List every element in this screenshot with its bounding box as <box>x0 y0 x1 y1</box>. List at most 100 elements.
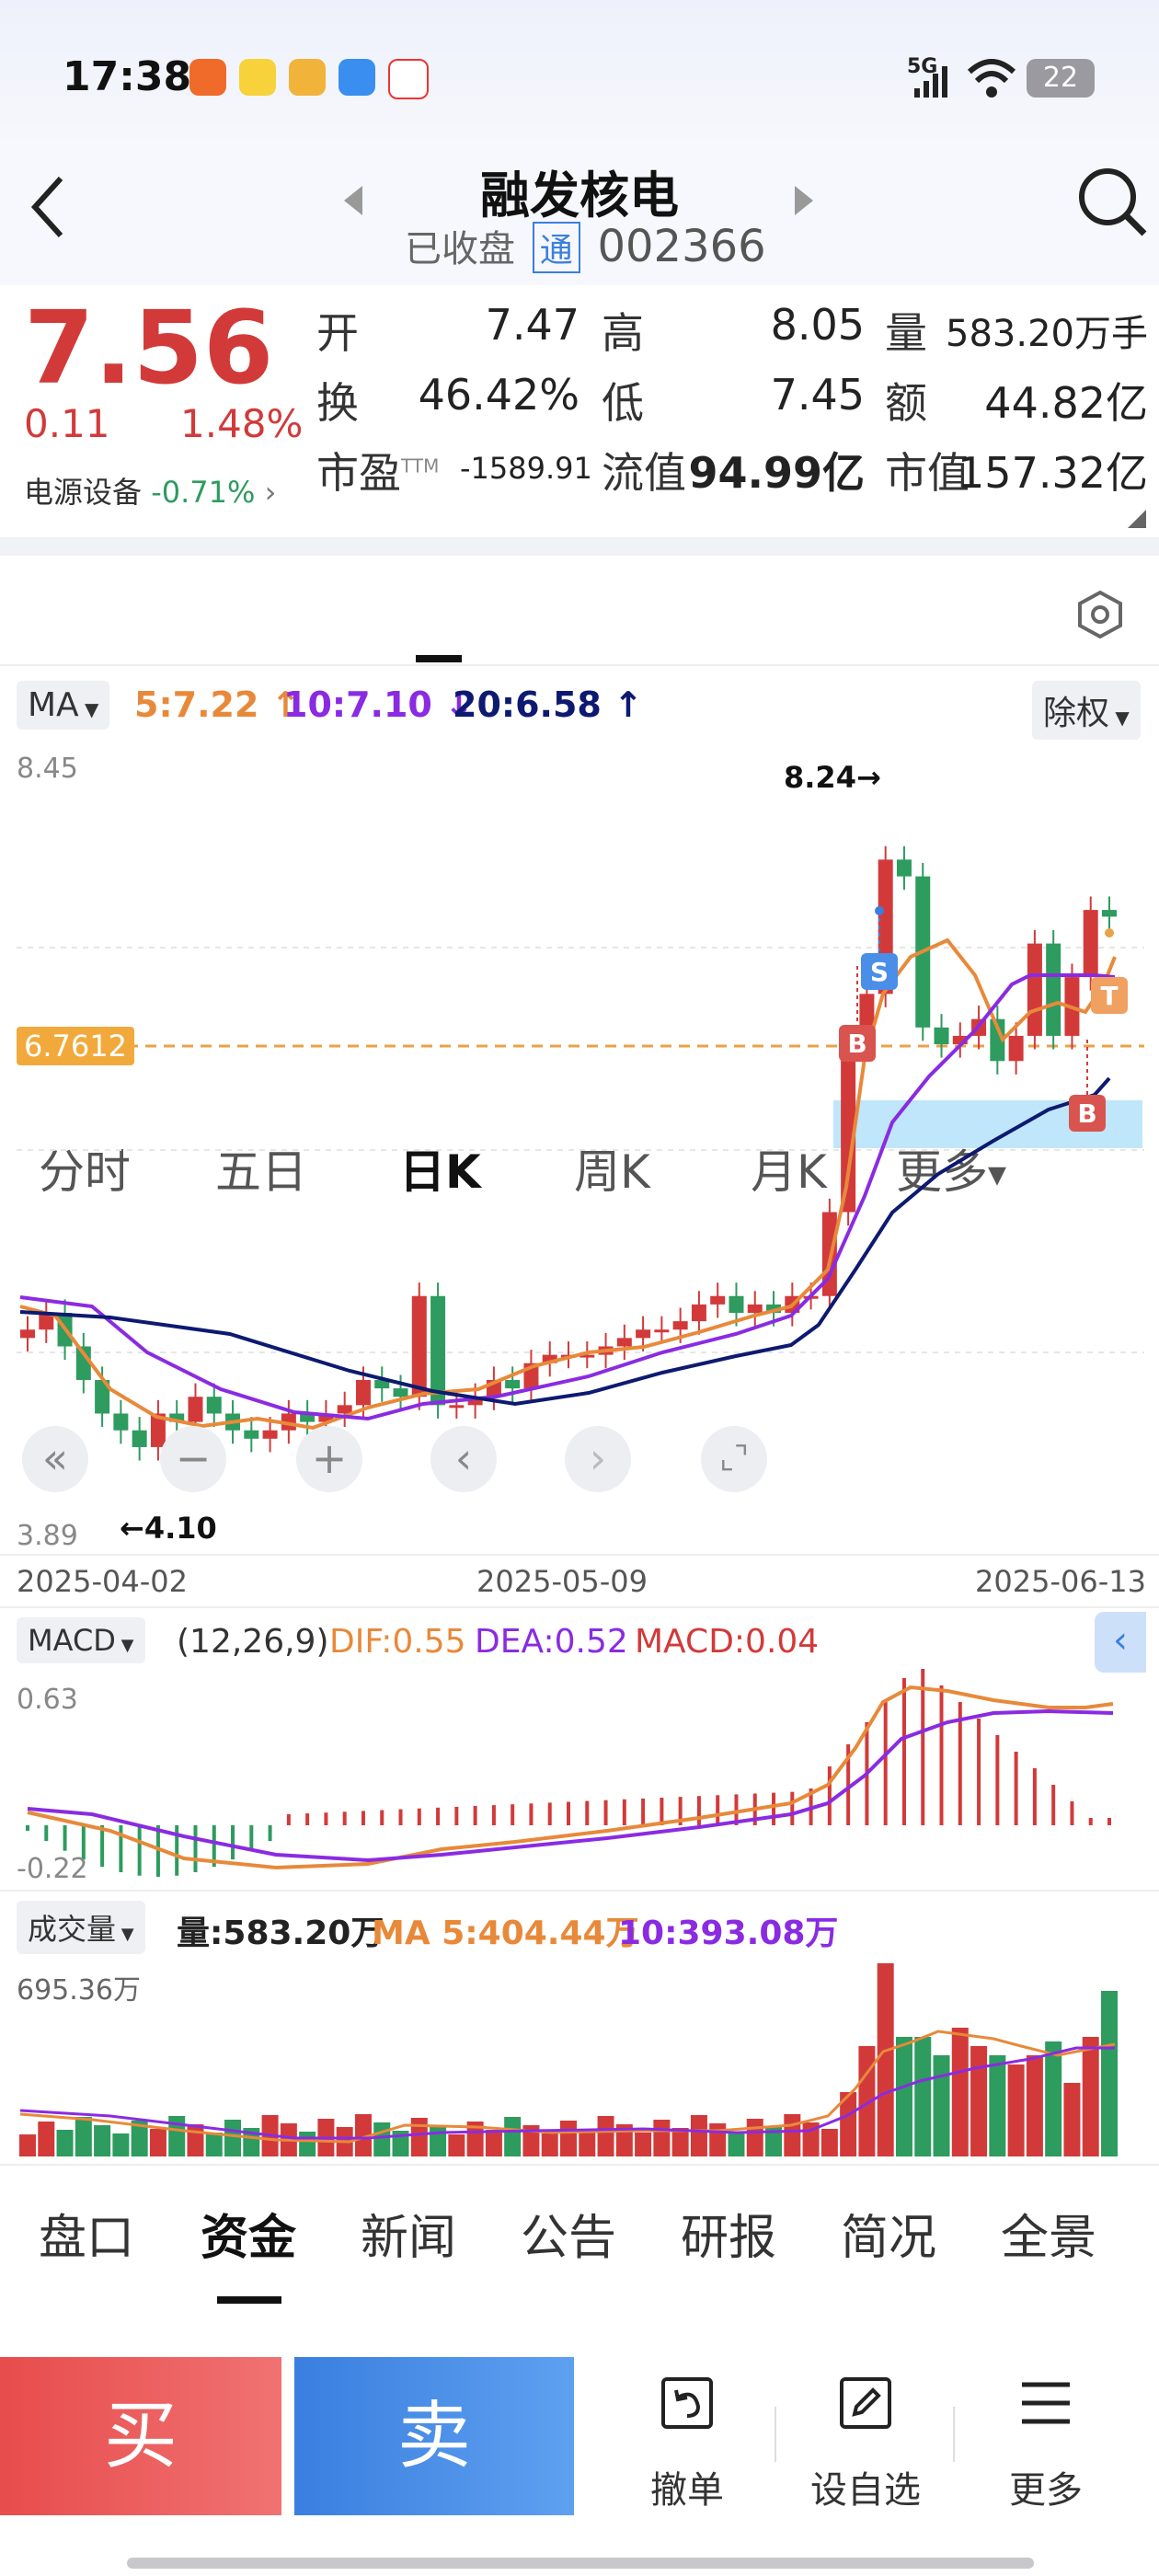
reference-price-label: 6.7612 <box>17 1027 134 1065</box>
tab-order-book[interactable]: 盘口 <box>39 2211 135 2266</box>
volume-bar <box>224 2120 242 2156</box>
volume-ma10: 10:393.08万 <box>618 1915 839 1952</box>
more-label: 更多 <box>1009 2469 1083 2512</box>
pe-label: 市盈TTM <box>316 448 440 498</box>
macd-max-label: 0.63 <box>17 1684 78 1716</box>
fullscreen-icon[interactable]: ⌞⌝ <box>701 1426 767 1492</box>
candle-body <box>374 1379 390 1389</box>
volume-bar <box>448 2134 465 2156</box>
candle-body <box>355 1379 371 1406</box>
tab-overview[interactable]: 全景 <box>1001 2211 1097 2266</box>
candle-body <box>542 1354 557 1363</box>
volume-bar <box>243 2128 260 2156</box>
tab-profile[interactable]: 简况 <box>841 2211 937 2266</box>
scroll-right-icon[interactable]: › <box>565 1426 631 1492</box>
volume-bar <box>38 2122 55 2156</box>
tab-daily-k[interactable]: 日K <box>399 1145 481 1199</box>
search-icon[interactable] <box>1076 166 1150 239</box>
chevron-right-icon: › <box>264 475 277 510</box>
back-icon[interactable] <box>28 175 68 239</box>
tab-announcements[interactable]: 公告 <box>521 2211 617 2266</box>
candle-body <box>1102 910 1117 917</box>
volume-bar <box>149 2129 166 2156</box>
tab-monthly-k[interactable]: 月K <box>751 1145 827 1199</box>
date-mid: 2025-05-09 <box>476 1564 648 1599</box>
zoom-in-icon[interactable]: + <box>296 1426 362 1492</box>
settings-hex-icon[interactable] <box>1074 589 1126 640</box>
last-price: 7.56 <box>24 289 274 407</box>
tab-capital[interactable]: 资金 <box>201 2211 297 2266</box>
volume-bar <box>430 2126 447 2156</box>
candle-body <box>20 1329 35 1339</box>
buy-button[interactable]: 买 <box>0 2357 281 2515</box>
ma20-line <box>19 1076 1111 1407</box>
candle-body <box>449 1405 465 1409</box>
adjust-selector[interactable]: 除权 ▼ <box>1032 681 1141 740</box>
ma20-legend: 20:6.58 ↑ <box>453 684 643 725</box>
candle-body <box>262 1430 278 1439</box>
date-end: 2025-06-13 <box>975 1564 1146 1599</box>
sector-name: 电源设备 <box>24 475 143 510</box>
tab-weekly-k[interactable]: 周K <box>574 1145 650 1199</box>
pe-value: -1589.91 <box>460 451 592 486</box>
volume-bar <box>354 2114 372 2156</box>
stock-subtitle: 已收盘 通 002366 <box>405 219 773 273</box>
expand-corner-icon[interactable] <box>1128 510 1146 528</box>
candle-body <box>1008 1035 1024 1062</box>
candle-body <box>244 1430 259 1439</box>
volume-bar <box>56 2130 74 2156</box>
candle-body <box>747 1304 763 1313</box>
cancel-order-button[interactable]: 撤单 <box>618 2374 756 2513</box>
volume-bar <box>19 2134 36 2156</box>
home-indicator[interactable] <box>127 2558 1034 2569</box>
scroll-left-icon[interactable]: ‹ <box>430 1426 497 1492</box>
next-stock-icon[interactable] <box>793 182 815 219</box>
candle-body <box>150 1413 166 1447</box>
weibo-icon <box>289 59 326 96</box>
candle-body <box>430 1295 446 1406</box>
tab-research[interactable]: 研报 <box>681 2211 777 2266</box>
tab-minute[interactable]: 分时 <box>39 1145 131 1199</box>
candle-body <box>337 1405 352 1414</box>
ma-selector[interactable]: MA ▼ <box>17 681 110 730</box>
candle-body <box>654 1329 670 1333</box>
add-watchlist-button[interactable]: 设自选 <box>797 2374 935 2513</box>
sector-link[interactable]: 电源设备 -0.71% › <box>24 469 276 512</box>
candle-body <box>206 1397 222 1414</box>
macd-selector[interactable]: MACD ▼ <box>17 1617 145 1663</box>
float-value: 94.99亿 <box>688 448 865 498</box>
volume-bar <box>466 2122 484 2156</box>
dif-line <box>27 1685 1114 1870</box>
volume-bar <box>504 2117 522 2156</box>
sell-button[interactable]: 卖 <box>294 2357 574 2515</box>
volume-bar <box>541 2133 558 2156</box>
tab-five-day[interactable]: 五日 <box>215 1145 307 1199</box>
app-notification-icon <box>388 59 429 99</box>
ma5-line <box>19 937 1117 1431</box>
tab-news[interactable]: 新闻 <box>361 2211 457 2266</box>
volume-selector[interactable]: 成交量 ▼ <box>17 1901 145 1954</box>
active-tab-indicator <box>217 2296 281 2304</box>
more-button[interactable]: 更多 <box>977 2374 1115 2513</box>
tong-badge: 通 <box>532 222 580 273</box>
undo-icon <box>661 2377 713 2429</box>
mcap-value: 157.32亿 <box>958 448 1148 498</box>
prev-stock-icon[interactable] <box>342 182 364 219</box>
volume-bar <box>840 2092 857 2156</box>
rewind-icon[interactable]: « <box>22 1426 88 1492</box>
zoom-out-icon[interactable]: − <box>160 1426 226 1492</box>
signal-icon <box>914 66 947 98</box>
price-change-pct: 1.48% <box>180 401 304 446</box>
collapse-panel-icon[interactable]: ‹ <box>1095 1612 1146 1673</box>
candle-body <box>729 1295 744 1313</box>
y-min-label: 3.89 <box>17 1520 78 1552</box>
volume-bar <box>560 2121 577 2156</box>
candle-body <box>169 1413 185 1422</box>
app-notification-icon <box>239 59 276 96</box>
candle-body <box>467 1397 483 1406</box>
high-label: 高 <box>602 308 644 358</box>
volume-bar <box>1082 2037 1099 2156</box>
buy-marker <box>1069 1095 1106 1132</box>
status-time: 17:38 <box>63 53 192 100</box>
kline-chart[interactable]: B S B T <box>0 745 1159 2162</box>
